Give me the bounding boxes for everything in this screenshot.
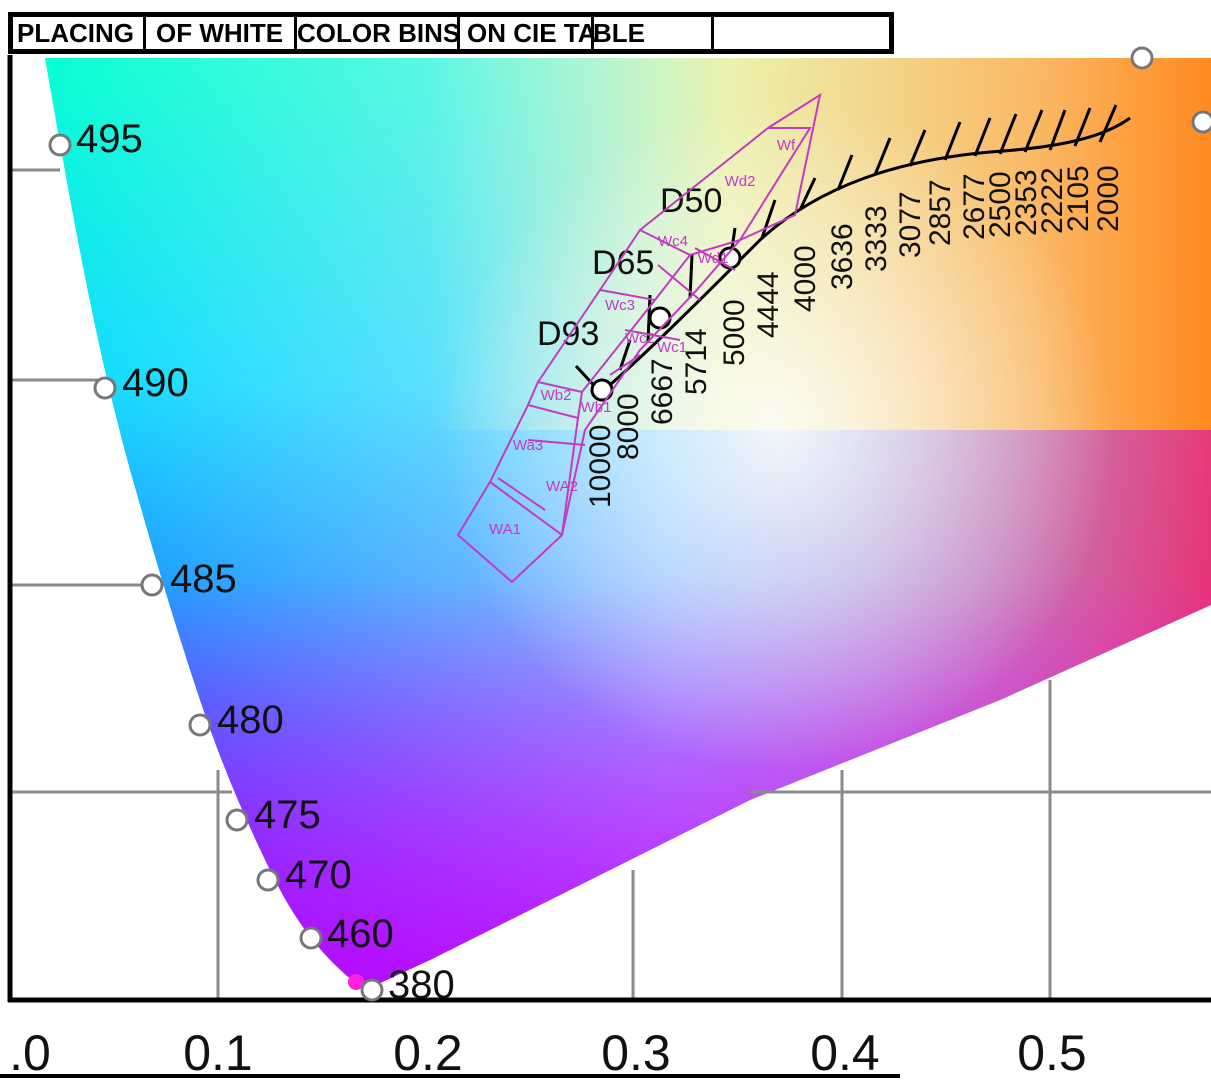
bin-label: Wb2 (541, 387, 572, 404)
bin-label: Wc1 (657, 339, 687, 356)
title-cell-divider (711, 17, 714, 49)
cct-label: 10000 (584, 425, 617, 508)
cct-labels: 10000 8000 6667 5714 5000 4444 4000 3636… (584, 165, 1125, 508)
bottom-rule (0, 1074, 900, 1078)
title-cell: OF WHITE (156, 18, 284, 48)
title-cell: ON CIE TA (467, 18, 597, 48)
bin-label: Wf (777, 137, 796, 154)
locus-label: 480 (217, 698, 284, 742)
title-cell-divider (143, 17, 146, 49)
bin-label: Wd2 (725, 173, 756, 190)
grid-lines (10, 168, 1211, 1000)
bin-label: Wa3 (513, 437, 543, 454)
white-bins (456, 92, 822, 584)
x-tick-label: 0.3 (601, 1025, 671, 1079)
title-cell: COLOR BINS (297, 18, 461, 48)
locus-label: 470 (285, 853, 352, 897)
x-tick-label: 0.4 (810, 1025, 880, 1079)
cct-label: 2000 (1092, 165, 1125, 232)
title-table: PLACING OF WHITE COLOR BINS ON CIE TA BL… (8, 12, 894, 54)
title-cell (717, 17, 887, 49)
x-tick-label: .0 (9, 1025, 51, 1079)
cct-label: 3077 (894, 191, 927, 258)
title-cell-divider (294, 17, 297, 49)
cct-label: 2677 (958, 173, 991, 240)
bin-label: WA2 (546, 478, 578, 495)
locus-label: 495 (76, 117, 143, 161)
illuminant-label: D65 (592, 244, 654, 282)
planckian-locus (601, 116, 1131, 394)
cct-label: 3333 (860, 205, 893, 272)
cct-label: 5000 (718, 299, 751, 366)
bin-labels: WA1 WA2 Wa3 Wb1 Wb2 Wc1 Wc2 Wc3 Wc4 Wd1 … (489, 137, 796, 538)
cct-label: 8000 (612, 393, 645, 460)
title-cell: BLE (593, 18, 645, 48)
cct-label: 6667 (646, 358, 679, 425)
cct-label: 2353 (1010, 169, 1043, 236)
locus-labels: 495 490 485 480 475 470 460 380 (76, 117, 455, 1007)
title-cell: PLACING (17, 18, 134, 48)
x-tick-labels: .0 0.1 0.2 0.3 0.4 0.5 (9, 1025, 1087, 1081)
bin-label: Wc3 (605, 297, 635, 314)
bin-label: Wb1 (581, 399, 612, 416)
x-tick-label: 0.2 (393, 1025, 463, 1079)
locus-markers (48, 46, 1211, 1002)
cct-label: 2857 (924, 179, 957, 246)
bin-label: Wc4 (658, 233, 688, 250)
illuminant-label: D50 (660, 182, 722, 220)
bin-label: Wc2 (625, 330, 655, 347)
x-tick-label: 0.1 (183, 1025, 253, 1079)
illuminant-label: D93 (537, 315, 599, 353)
title-cell-divider (591, 17, 594, 49)
cct-label: 2500 (984, 171, 1017, 238)
locus-label: 460 (327, 912, 394, 956)
locus-label: 475 (254, 793, 321, 837)
locus-label: 485 (170, 557, 237, 601)
cct-label: 2222 (1036, 167, 1069, 234)
cct-label: 5714 (680, 328, 713, 395)
bin-label: Wd1 (698, 250, 729, 267)
title-cell-divider (457, 17, 460, 49)
cct-label: 4444 (752, 271, 785, 338)
locus-label: 490 (122, 361, 189, 405)
locus-label: 380 (388, 963, 455, 1007)
cct-label: 2105 (1062, 165, 1095, 232)
x-tick-label: 0.5 (1017, 1025, 1087, 1079)
cct-label: 3636 (826, 223, 859, 290)
isotherm-ticks (574, 104, 1118, 394)
cct-label: 4000 (789, 245, 822, 312)
bin-label: WA1 (489, 521, 521, 538)
